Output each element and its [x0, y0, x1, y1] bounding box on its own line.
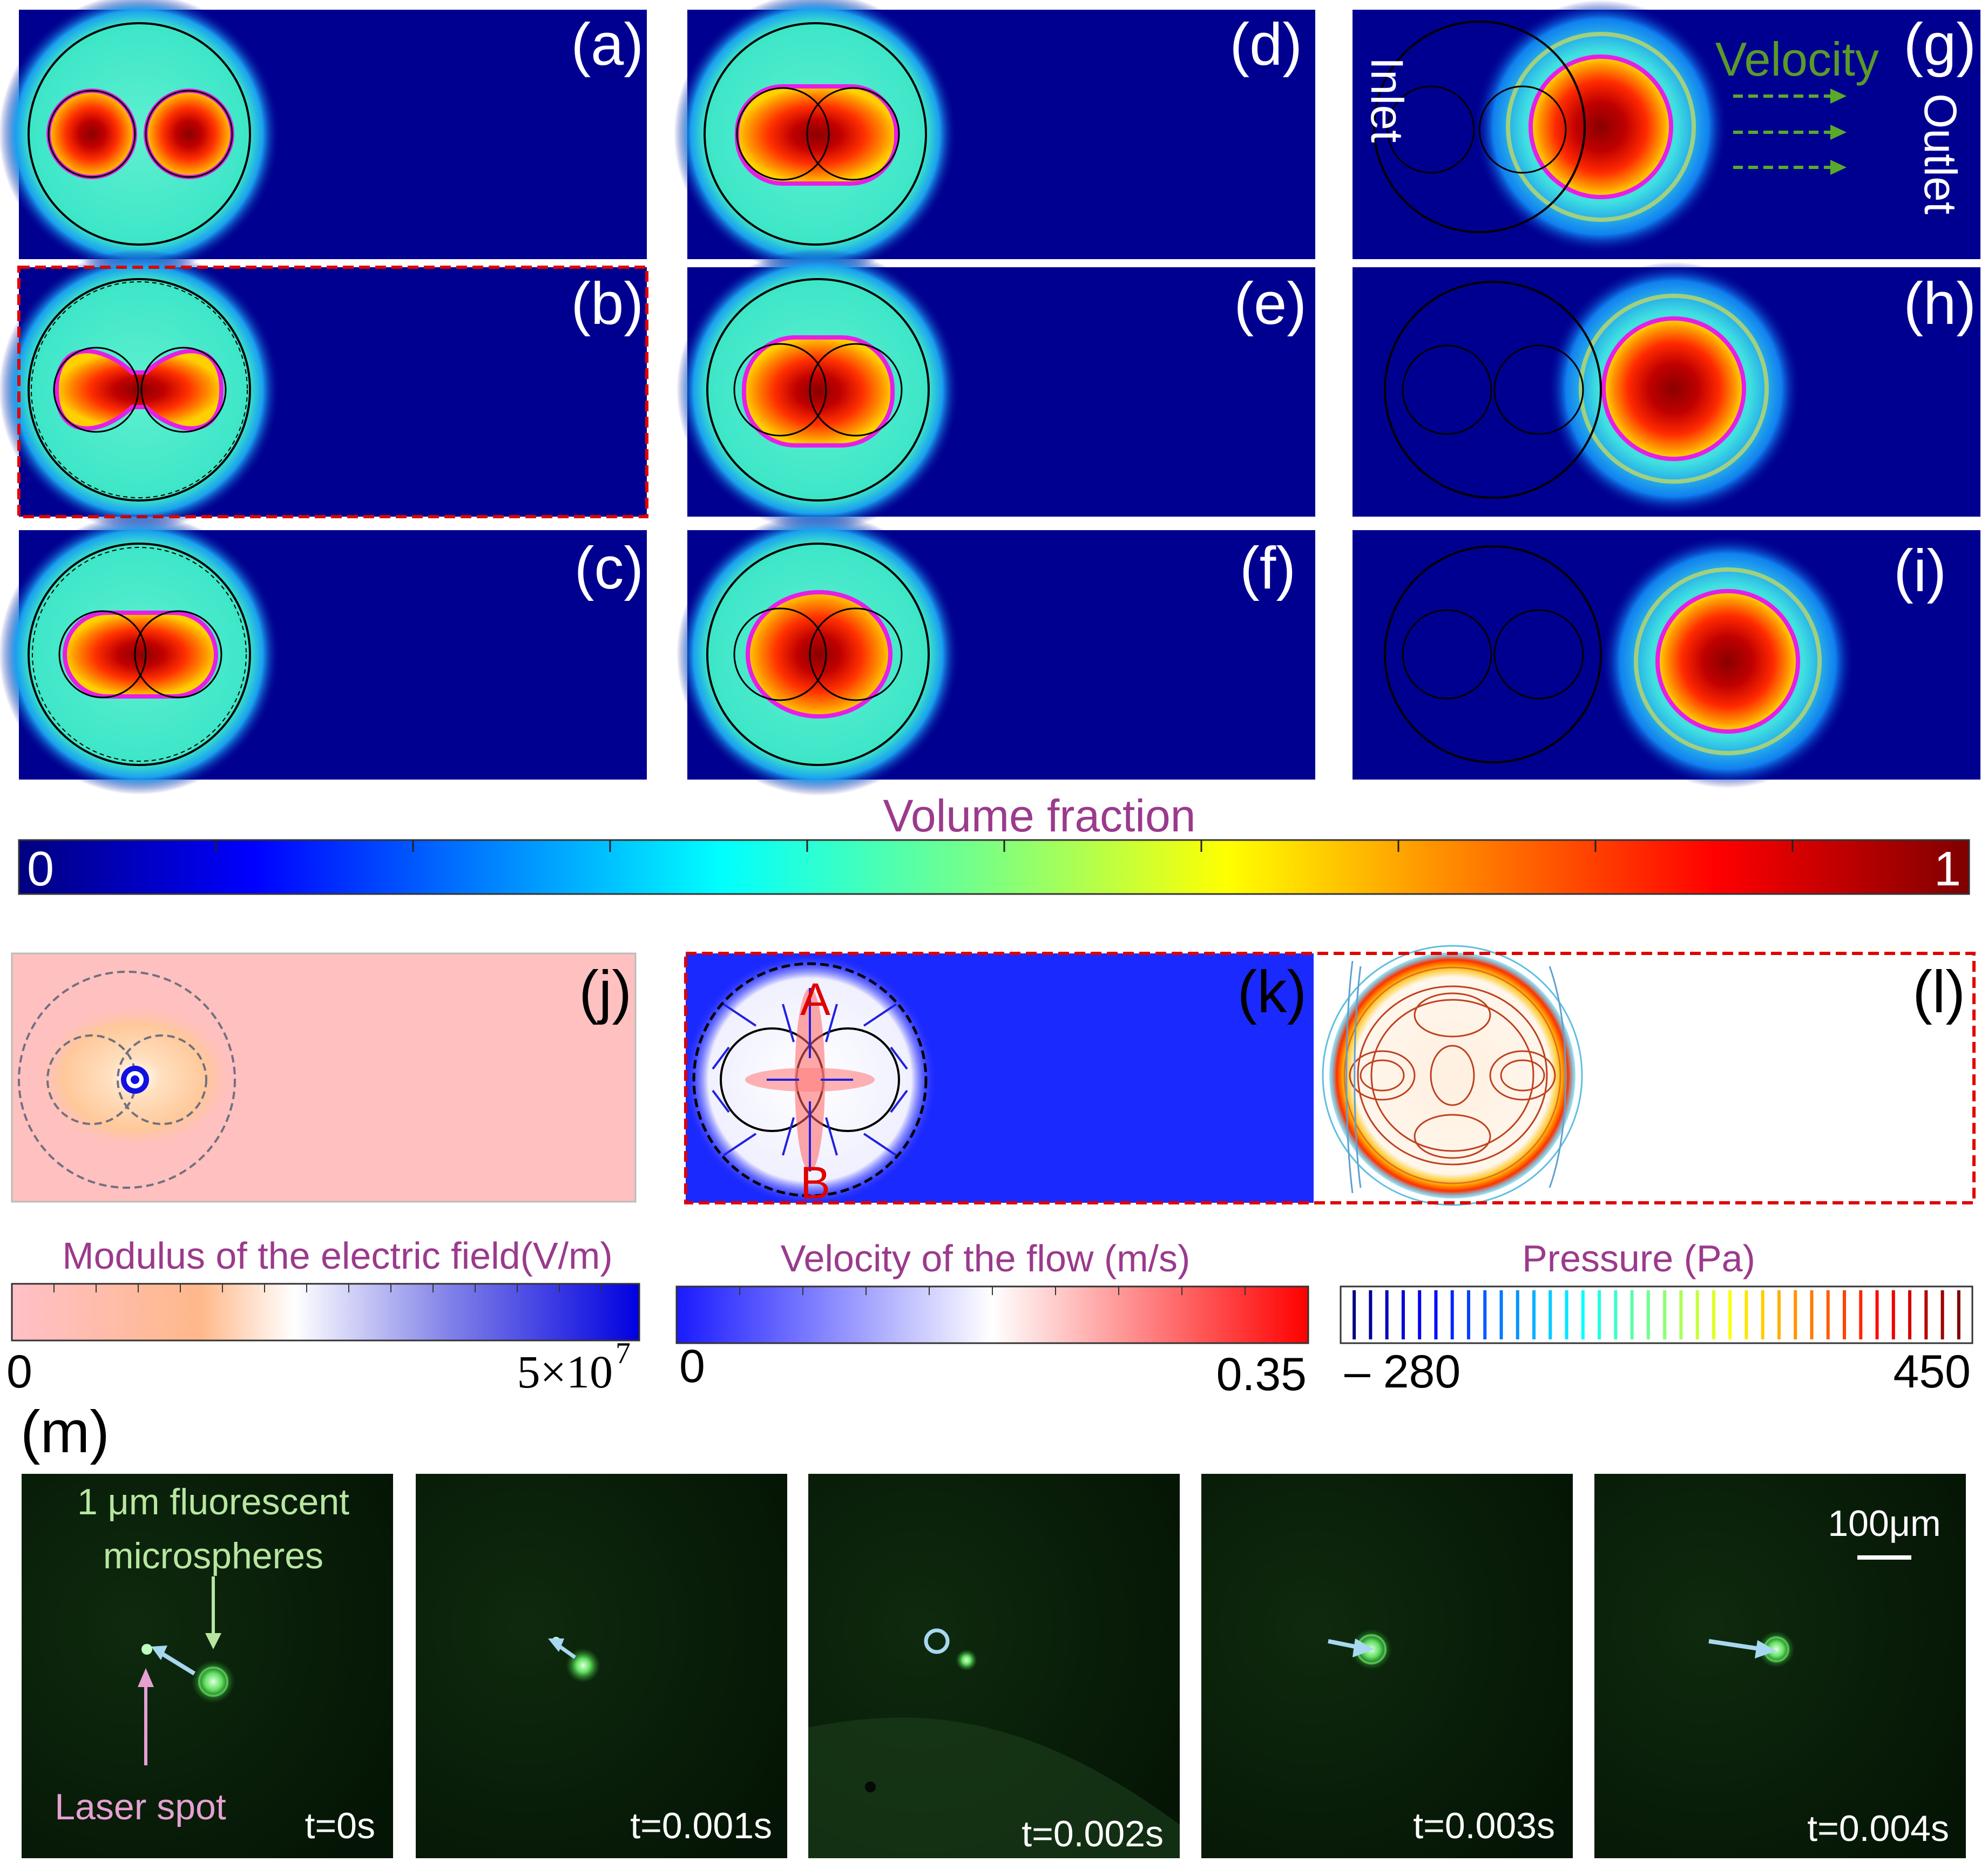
efield-colorbar-max-exp: 7 [616, 1337, 631, 1370]
panel-k: A B (k) [683, 953, 1314, 1208]
panel-a: (a) [0, 0, 647, 274]
pressure-contours [1349, 985, 1556, 1166]
panel-b: (b) [0, 249, 648, 530]
panel-g: Velocity Inlet Outlet (g) [1353, 0, 1980, 259]
panel-label-a: (a) [571, 11, 644, 78]
volume-colorbar-min: 0 [27, 842, 54, 896]
point-b-label: B [800, 1157, 830, 1208]
panel-label-d: (d) [1230, 11, 1302, 78]
panel-label-b: (b) [571, 270, 644, 337]
panel-label-l: (l) [1912, 959, 1965, 1025]
micrograph-1: 1 μm fluorescent microspheres Laser spot… [22, 1474, 393, 1858]
bead-label-line2: microspheres [103, 1535, 323, 1576]
panel-label-k: (k) [1238, 959, 1307, 1025]
micrograph-3: t=0.002s [808, 1474, 1180, 1858]
panel-d: (d) [674, 0, 1315, 275]
volume-colorbar: Volume fraction 0 1 [18, 790, 1970, 896]
efield-colorbar-min: 0 [6, 1346, 32, 1398]
velocity-colorbar-max: 0.35 [1216, 1349, 1307, 1400]
panel-label-m: (m) [21, 1399, 110, 1465]
flow-arrows [712, 988, 908, 1171]
panel-j: (j) [11, 952, 637, 1203]
outlet-label: Outlet [1915, 93, 1966, 214]
efield-colorbar-title: Modulus of the electric field(V/m) [62, 1235, 612, 1277]
scale-bar-label: 100μm [1828, 1503, 1940, 1544]
panel-label-g: (g) [1904, 11, 1976, 78]
pressure-colorbar-title: Pressure (Pa) [1522, 1237, 1755, 1279]
volume-colorbar-title: Volume fraction [883, 790, 1196, 841]
panel-e: (e) [677, 248, 1315, 531]
pressure-colorbar-max: 450 [1894, 1346, 1971, 1398]
panel-f: (f) [677, 513, 1315, 796]
efield-colorbar: Modulus of the electric field(V/m) 0 5×1… [6, 1235, 640, 1398]
volume-colorbar-max: 1 [1934, 842, 1961, 896]
pressure-colorbar: Pressure (Pa) – 280 450 [1340, 1237, 1973, 1398]
velocity-colorbar-min: 0 [679, 1340, 705, 1392]
panel-label-i: (i) [1894, 538, 1946, 604]
highlight-k-l [684, 952, 1976, 1204]
pressure-stripes [1353, 1290, 1960, 1339]
pressure-colorbar-min: – 280 [1344, 1346, 1460, 1398]
inlet-label: Inlet [1362, 57, 1412, 143]
time-label-3: t=0.002s [1022, 1813, 1164, 1854]
time-label-2: t=0.001s [630, 1805, 772, 1846]
time-label-1: t=0s [305, 1805, 375, 1846]
micrograph-2: t=0.001s [416, 1474, 787, 1858]
efield-colorbar-max: 5×10 [517, 1346, 613, 1398]
time-label-5: t=0.004s [1807, 1808, 1949, 1849]
velocity-arrows [1733, 94, 1830, 169]
micrograph-4: t=0.003s [1201, 1474, 1573, 1858]
panel-c: (c) [0, 514, 647, 795]
panel-h: (h) [1353, 262, 1980, 517]
panel-label-f: (f) [1240, 535, 1296, 601]
panel-i: (i) [1353, 530, 1980, 788]
panel-label-e: (e) [1234, 270, 1307, 337]
time-label-4: t=0.003s [1413, 1805, 1555, 1846]
velocity-label: Velocity [1715, 32, 1879, 86]
panel-l: (l) [1314, 945, 1974, 1206]
panel-label-c: (c) [574, 535, 644, 601]
micrograph-5: 100μm t=0.004s [1594, 1474, 1966, 1858]
laser-spot-label: Laser spot [55, 1786, 226, 1827]
velocity-colorbar-title: Velocity of the flow (m/s) [781, 1237, 1191, 1279]
panel-label-j: (j) [579, 959, 632, 1025]
bead-label-line1: 1 μm fluorescent [77, 1481, 349, 1522]
velocity-colorbar: Velocity of the flow (m/s) 0 0.35 [675, 1237, 1309, 1400]
panel-label-h: (h) [1904, 270, 1976, 337]
point-a-label: A [800, 974, 830, 1025]
